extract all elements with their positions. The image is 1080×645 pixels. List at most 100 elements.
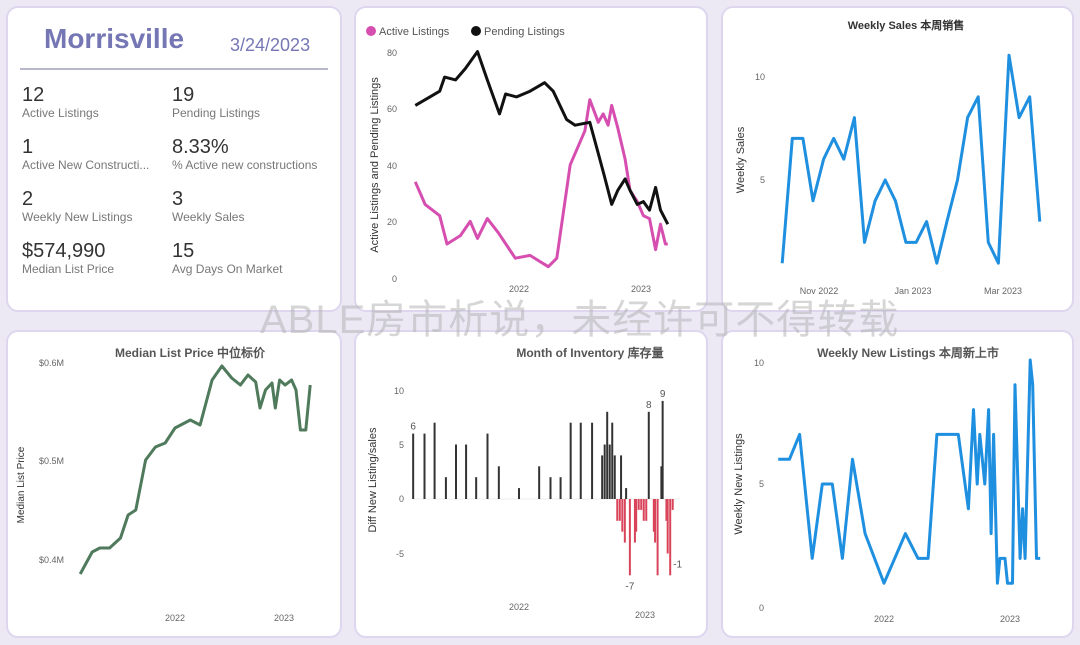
bar[interactable] — [652, 499, 655, 532]
y-tick: $0.4M — [39, 555, 64, 565]
kpi-median-list-price: $574,990 Median List Price — [22, 240, 115, 276]
series-line-pending-listings[interactable] — [414, 50, 670, 225]
bar[interactable] — [620, 455, 623, 499]
bar[interactable] — [616, 499, 619, 521]
x-tick: 2023 — [631, 284, 651, 294]
watermark: ABLE房市析说，未经许可不得转载 — [260, 298, 900, 342]
legend-pending[interactable]: Pending Listings — [484, 26, 565, 38]
x-tick: Mar 2023 — [984, 286, 1022, 296]
bar[interactable] — [423, 433, 426, 499]
report-date: 3/24/2023 — [230, 35, 311, 55]
data-label: 8 — [646, 400, 652, 411]
bar[interactable] — [665, 499, 668, 521]
series-line-weekly-sales[interactable] — [780, 53, 1042, 265]
listings-chart-card — [354, 6, 708, 312]
chart-title: Weekly New Listings 本周新上市 — [817, 345, 999, 360]
chart-title: Month of Inventory 库存量 — [516, 345, 663, 360]
bar[interactable] — [475, 477, 478, 499]
bar[interactable] — [625, 488, 628, 499]
city-title: Morrisville — [44, 23, 185, 54]
y-tick: 60 — [387, 104, 397, 114]
bar[interactable] — [569, 422, 572, 499]
y-tick: 0 — [759, 603, 764, 613]
bar[interactable] — [640, 499, 643, 510]
series-line-weekly-new-listings[interactable] — [778, 358, 1041, 585]
kpi-weekly-sales: 3 Weekly Sales — [172, 188, 245, 224]
data-label: 9 — [660, 389, 666, 400]
bar[interactable] — [666, 499, 669, 554]
bar[interactable] — [635, 499, 638, 532]
legend-active[interactable]: Active Listings — [379, 26, 450, 38]
weekly-sales-card — [721, 6, 1074, 312]
summary-card: Morrisville 3/24/2023 12 Active Listings … — [6, 6, 342, 312]
bar[interactable] — [518, 488, 520, 499]
y-tick: 0 — [392, 274, 397, 284]
bar[interactable] — [497, 466, 500, 499]
kpi-avg-days-on-market: 15 Avg Days On Market — [172, 240, 283, 276]
series-line-active-listings[interactable] — [413, 98, 668, 269]
x-tick: 2023 — [635, 610, 655, 620]
bar[interactable] — [601, 455, 604, 499]
series-line-median-list-price[interactable] — [78, 364, 312, 575]
bar[interactable] — [661, 400, 664, 499]
bar[interactable] — [669, 499, 672, 576]
x-tick: Jan 2023 — [894, 286, 931, 296]
bar[interactable] — [656, 499, 659, 576]
x-tick: 2023 — [1000, 614, 1020, 624]
y-tick: -5 — [396, 549, 404, 559]
bar[interactable] — [613, 455, 616, 499]
y-axis-title: Weekly New Listings — [733, 433, 745, 535]
y-axis-title: Diff New Listing/sales — [367, 427, 379, 532]
bar[interactable] — [433, 422, 436, 499]
bar[interactable] — [591, 422, 594, 499]
data-label: -7 — [625, 581, 634, 592]
bar[interactable] — [486, 433, 489, 499]
divider — [20, 68, 328, 70]
bar[interactable] — [660, 466, 663, 499]
y-tick: 10 — [755, 72, 765, 82]
bar[interactable] — [538, 466, 541, 499]
legend-pending-marker — [471, 26, 481, 36]
kpi-weekly-new-listings: 2 Weekly New Listings — [22, 188, 133, 224]
x-tick: 2022 — [165, 613, 185, 623]
bar[interactable] — [455, 444, 457, 500]
bar[interactable] — [465, 444, 468, 500]
bar[interactable] — [623, 499, 626, 543]
bar[interactable] — [637, 499, 640, 510]
bar[interactable] — [654, 499, 657, 543]
kpi-pct-new-construction: 8.33%% Active new constructions — [172, 136, 318, 172]
x-tick: 2022 — [874, 614, 894, 624]
bar[interactable] — [633, 499, 636, 543]
bar[interactable] — [647, 411, 650, 499]
bar[interactable] — [549, 477, 552, 499]
legend-active-marker — [366, 26, 376, 36]
y-tick: 40 — [387, 161, 397, 171]
bar[interactable] — [645, 499, 648, 521]
data-label: -1 — [673, 560, 682, 571]
y-axis-title: Median List Price — [16, 446, 27, 523]
bar[interactable] — [611, 422, 614, 499]
bar[interactable] — [608, 444, 611, 500]
bar[interactable] — [412, 433, 415, 499]
bar[interactable] — [559, 477, 562, 499]
bar[interactable] — [579, 422, 582, 499]
kpi-pending-listings: 19 Pending Listings — [172, 84, 261, 120]
bar[interactable] — [618, 499, 621, 521]
y-tick: 5 — [760, 175, 765, 185]
y-tick: $0.6M — [39, 358, 64, 368]
chart-title: Weekly Sales 本周销售 — [848, 18, 965, 32]
bar[interactable] — [621, 499, 624, 532]
bar[interactable] — [606, 411, 609, 499]
data-label: 6 — [410, 422, 416, 433]
y-tick: 10 — [754, 358, 764, 368]
bar[interactable] — [671, 499, 674, 510]
bar[interactable] — [603, 444, 606, 500]
y-tick: 20 — [387, 217, 397, 227]
bar[interactable] — [642, 499, 645, 521]
y-tick: $0.5M — [39, 456, 64, 466]
bar[interactable] — [444, 477, 447, 499]
y-tick: 5 — [759, 479, 764, 489]
chart-title: Median List Price 中位标价 — [115, 345, 266, 360]
bar[interactable] — [628, 499, 631, 576]
